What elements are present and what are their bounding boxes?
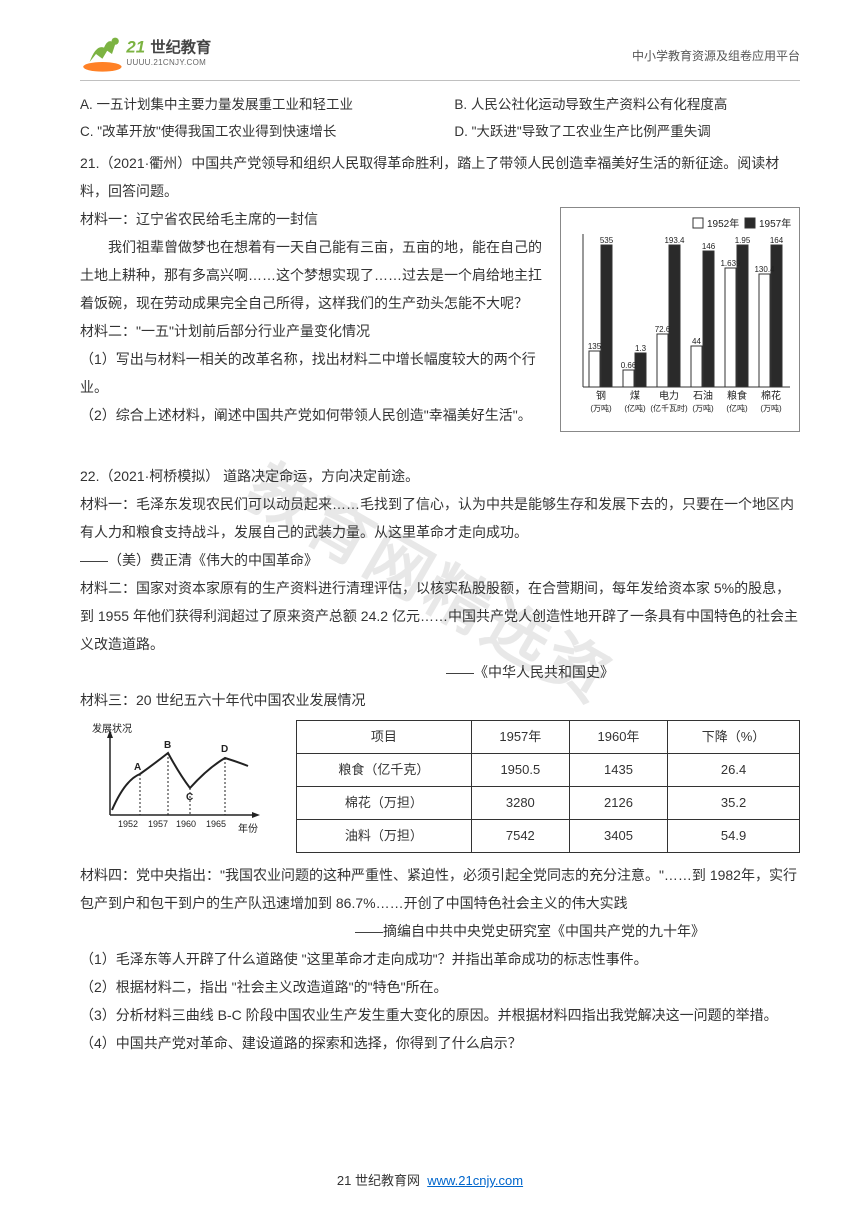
page-footer: 21 世纪教育网 www.21cnjy.com <box>0 1168 860 1194</box>
svg-text:UUUU.21CNJY.COM: UUUU.21CNJY.COM <box>126 58 206 67</box>
q22-lead: 22.（2021·柯桥模拟） 道路决定命运，方向决定前途。 <box>80 462 800 490</box>
svg-text:石油: 石油 <box>693 389 713 402</box>
line-chart-container: 发展状况 年份 A B C D 1952 1957 <box>80 720 280 840</box>
table-cell: 1435 <box>569 754 667 787</box>
q22-mat1-src: ——（美）费正清《伟大的中国革命》 <box>80 546 800 574</box>
svg-text:21: 21 <box>125 37 145 56</box>
svg-text:44: 44 <box>692 337 701 346</box>
footer-link[interactable]: www.21cnjy.com <box>427 1173 523 1188</box>
svg-text:(万吨): (万吨) <box>590 403 612 413</box>
legend-1952: 1952年 <box>707 217 739 230</box>
q22-mat1: 材料一：毛泽东发现农民们可以动员起来……毛找到了信心，认为中共是能够生存和发展下… <box>80 490 800 546</box>
svg-text:1952: 1952 <box>118 819 138 829</box>
table-cell: 35.2 <box>668 787 800 820</box>
svg-text:D: D <box>221 744 228 755</box>
svg-text:1957: 1957 <box>148 819 168 829</box>
option-b: B. 人民公社化运动导致生产资料公有化程度高 <box>454 91 800 118</box>
svg-text:A: A <box>134 762 141 773</box>
table-row: 棉花（万担）3280212635.2 <box>297 787 800 820</box>
svg-text:(亿千瓦时): (亿千瓦时) <box>650 403 688 413</box>
q21-lead: 21.（2021·衢州）中国共产党领导和组织人民取得革命胜利，踏上了带领人民创造… <box>80 149 800 205</box>
mat3-row: 发展状况 年份 A B C D 1952 1957 <box>80 720 800 853</box>
q22-mat2: 材料二：国家对资本家原有的生产资料进行清理评估，以核实私股股额，在合营期间，每年… <box>80 574 800 658</box>
svg-text:72.6: 72.6 <box>655 325 671 334</box>
q22-mat4-src: ——摘编自中共中央党史研究室《中国共产党的九十年》 <box>80 917 800 945</box>
table-header-cell: 下降（%） <box>668 721 800 754</box>
svg-text:135: 135 <box>588 342 602 351</box>
svg-text:1.3: 1.3 <box>635 344 647 353</box>
bar-chart-container: 1952年 1957年 135 535 0.66 1.3 72.6 193.4 44 146 1… <box>560 207 800 432</box>
svg-text:130.4: 130.4 <box>754 265 775 274</box>
page-header: 21 世纪教育 UUUU.21CNJY.COM 中小学教育资源及组卷应用平台 <box>80 30 800 81</box>
svg-text:(亿吨): (亿吨) <box>726 403 748 413</box>
svg-text:发展状况: 发展状况 <box>92 722 132 735</box>
table-row: 粮食（亿千克）1950.5143526.4 <box>297 754 800 787</box>
svg-text:煤: 煤 <box>630 389 640 402</box>
table-header-cell: 项目 <box>297 721 472 754</box>
svg-text:1.95: 1.95 <box>735 236 751 245</box>
question-22: 22.（2021·柯桥模拟） 道路决定命运，方向决定前途。 材料一：毛泽东发现农… <box>80 462 800 1057</box>
table-cell: 粮食（亿千克） <box>297 754 472 787</box>
svg-text:193.4: 193.4 <box>664 236 685 245</box>
table-cell: 油料（万担） <box>297 820 472 853</box>
svg-text:C: C <box>186 792 193 803</box>
svg-text:1960: 1960 <box>176 819 196 829</box>
svg-text:棉花: 棉花 <box>761 389 781 402</box>
q22-sub4: （4）中国共产党对革命、建设道路的探索和选择，你得到了什么启示？ <box>80 1029 800 1057</box>
table-cell: 26.4 <box>668 754 800 787</box>
data-table-container: 项目1957年1960年下降（%） 粮食（亿千克）1950.5143526.4棉… <box>296 720 800 853</box>
svg-text:535: 535 <box>600 236 614 245</box>
svg-text:粮食: 粮食 <box>727 389 747 402</box>
option-c: C. "改革开放"使得我国工农业得到快速增长 <box>80 118 454 145</box>
table-cell: 1950.5 <box>471 754 569 787</box>
line-chart-icon: 发展状况 年份 A B C D 1952 1957 <box>80 720 280 840</box>
q22-mat3-title: 材料三：20 世纪五六十年代中国农业发展情况 <box>80 686 800 714</box>
table-cell: 54.9 <box>668 820 800 853</box>
table-row: 油料（万担）7542340554.9 <box>297 820 800 853</box>
table-header-cell: 1960年 <box>569 721 667 754</box>
option-d: D. "大跃进"导致了工农业生产比例严重失调 <box>454 118 800 145</box>
agriculture-table: 项目1957年1960年下降（%） 粮食（亿千克）1950.5143526.4棉… <box>296 720 800 853</box>
table-cell: 棉花（万担） <box>297 787 472 820</box>
q22-sub1: （1）毛泽东等人开辟了什么道路使 "这里革命才走向成功"？并指出革命成功的标志性… <box>80 945 800 973</box>
q22-sub3: （3）分析材料三曲线 B-C 阶段中国农业生产发生重大变化的原因。并根据材料四指… <box>80 1001 800 1029</box>
header-title: 中小学教育资源及组卷应用平台 <box>632 30 800 68</box>
logo-icon: 21 世纪教育 UUUU.21CNJY.COM <box>80 30 240 74</box>
table-cell: 7542 <box>471 820 569 853</box>
svg-text:钢: 钢 <box>596 389 606 402</box>
svg-text:(万吨): (万吨) <box>692 403 714 413</box>
q22-mat4: 材料四：党中央指出："我国农业问题的这种严重性、紧迫性，必须引起全党同志的充分注… <box>80 861 800 917</box>
option-a: A. 一五计划集中主要力量发展重工业和轻工业 <box>80 91 454 118</box>
svg-text:世纪教育: 世纪教育 <box>150 38 211 56</box>
options-row: A. 一五计划集中主要力量发展重工业和轻工业 B. 人民公社化运动导致生产资料公… <box>80 91 800 145</box>
svg-text:0.66: 0.66 <box>621 361 637 370</box>
svg-text:(亿吨): (亿吨) <box>624 403 646 413</box>
svg-text:(万吨): (万吨) <box>760 403 782 413</box>
svg-text:146: 146 <box>702 242 716 251</box>
q22-mat2-src: ——《中华人民共和国史》 <box>80 658 800 686</box>
legend-1957: 1957年 <box>759 217 791 230</box>
question-21: 21.（2021·衢州）中国共产党领导和组织人民取得革命胜利，踏上了带领人民创造… <box>80 149 800 436</box>
site-logo: 21 世纪教育 UUUU.21CNJY.COM <box>80 30 240 74</box>
table-header-cell: 1957年 <box>471 721 569 754</box>
bar-chart-icon: 1952年 1957年 135 535 0.66 1.3 72.6 193.4 44 146 1… <box>565 212 795 427</box>
svg-text:电力: 电力 <box>659 389 679 402</box>
table-cell: 3405 <box>569 820 667 853</box>
svg-text:1965: 1965 <box>206 819 226 829</box>
footer-brand: 21 世纪教育网 <box>337 1173 420 1188</box>
svg-text:1.639: 1.639 <box>720 259 741 268</box>
table-cell: 3280 <box>471 787 569 820</box>
svg-text:B: B <box>164 740 171 751</box>
svg-text:年份: 年份 <box>238 822 258 835</box>
q22-sub2: （2）根据材料二，指出 "社会主义改造道路"的"特色"所在。 <box>80 973 800 1001</box>
svg-text:164: 164 <box>770 236 784 245</box>
table-cell: 2126 <box>569 787 667 820</box>
